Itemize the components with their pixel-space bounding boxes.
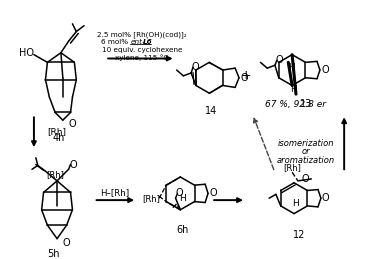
Text: 10 equiv. cyclohexene: 10 equiv. cyclohexene	[101, 47, 182, 53]
Text: O: O	[322, 193, 329, 203]
Text: O: O	[70, 160, 77, 170]
Text: O: O	[176, 188, 183, 198]
Text: isomerization: isomerization	[277, 139, 334, 148]
Text: O: O	[209, 188, 217, 198]
Text: 13: 13	[299, 99, 312, 109]
Text: H: H	[293, 198, 299, 207]
Text: O: O	[276, 55, 283, 66]
Text: H: H	[288, 63, 295, 72]
Text: ent-: ent-	[130, 39, 145, 45]
Text: O: O	[69, 119, 76, 129]
Text: O: O	[302, 174, 309, 184]
Text: 5h: 5h	[47, 249, 59, 259]
Text: HO: HO	[19, 48, 34, 58]
Text: H–[Rh]: H–[Rh]	[100, 188, 130, 197]
Text: xylene, 115 °C: xylene, 115 °C	[115, 54, 168, 61]
Text: 2.5 mol% [Rh(OH)(cod)]₂: 2.5 mol% [Rh(OH)(cod)]₂	[97, 31, 187, 38]
Text: 6 mol%: 6 mol%	[101, 39, 130, 45]
Text: O: O	[322, 65, 329, 75]
Text: [Rh]: [Rh]	[48, 127, 66, 136]
Text: 4h: 4h	[53, 133, 65, 142]
Text: aromatization: aromatization	[277, 156, 335, 165]
Text: [Rh]: [Rh]	[142, 194, 160, 203]
Text: +: +	[241, 69, 251, 82]
Text: 12: 12	[293, 230, 305, 240]
Text: H: H	[179, 194, 186, 203]
Text: O: O	[63, 238, 71, 248]
Text: O: O	[191, 62, 199, 72]
Text: [Rh]: [Rh]	[283, 163, 301, 172]
Text: or: or	[301, 147, 310, 156]
Text: 14: 14	[205, 105, 217, 116]
Text: 67 %, 92:8 er: 67 %, 92:8 er	[266, 100, 326, 109]
Text: L6: L6	[143, 39, 152, 45]
Text: 6h: 6h	[176, 225, 188, 235]
Text: O: O	[240, 73, 248, 83]
Text: [Rh]: [Rh]	[46, 171, 64, 179]
Text: H: H	[290, 85, 296, 94]
